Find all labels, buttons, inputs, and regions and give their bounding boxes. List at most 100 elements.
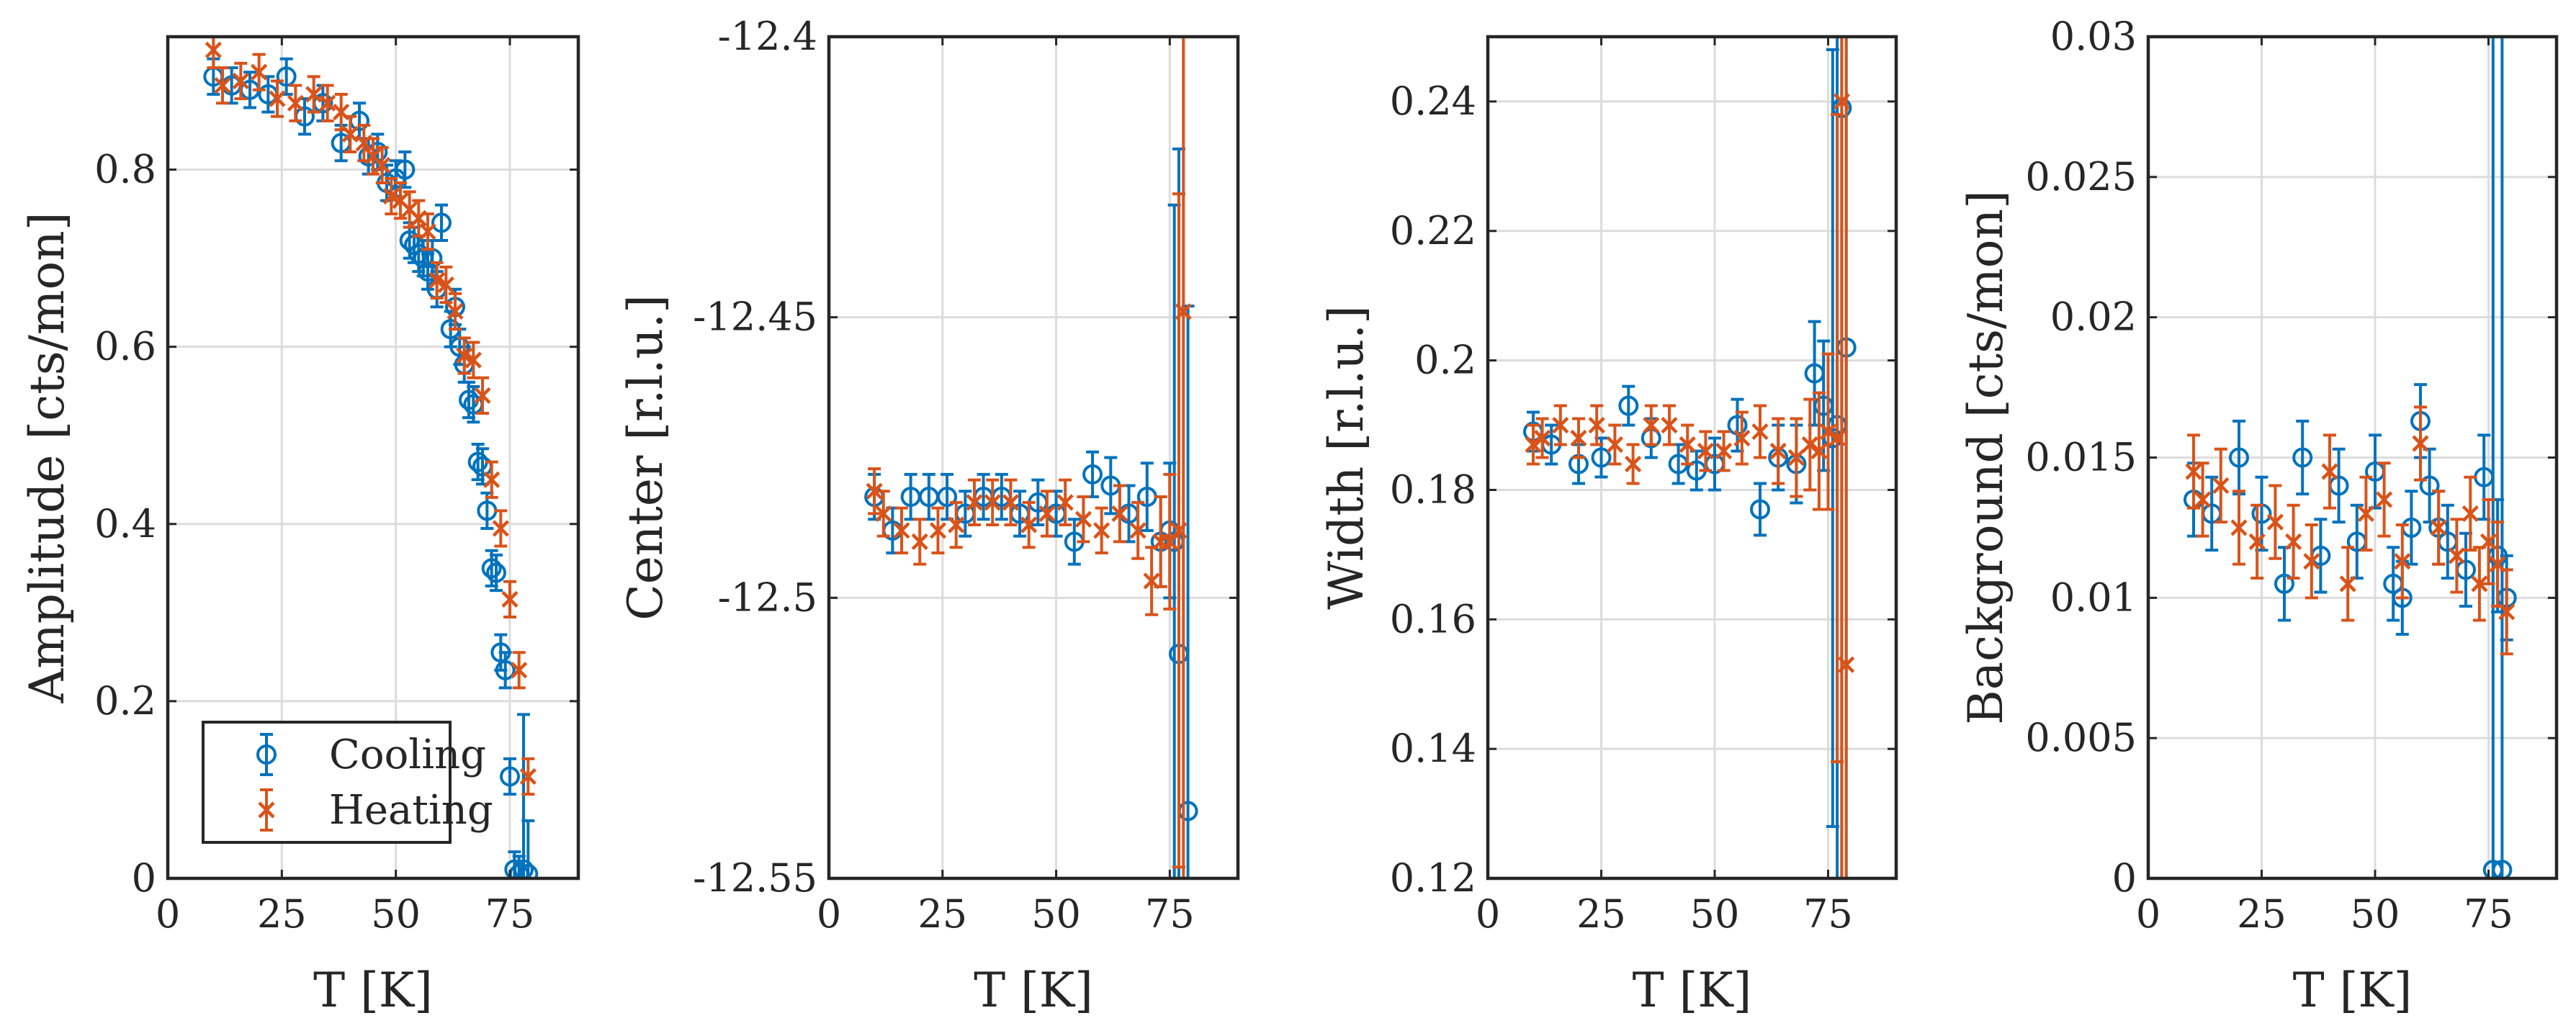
x-tick-label: 75 (485, 891, 535, 937)
marker-stroke (2303, 553, 2320, 570)
data-point-heating (2248, 533, 2266, 550)
series-heating (205, 37, 537, 796)
data-point-heating (1002, 494, 1020, 511)
data-point-heating (446, 302, 464, 320)
marker-stroke (2339, 575, 2356, 593)
y-tick-label: 0.025 (2025, 154, 2137, 199)
marker-stroke (1679, 436, 1696, 454)
plot-area (829, 37, 1238, 878)
data-point-heating (1552, 416, 1569, 434)
data-point-heating (875, 505, 892, 523)
data-point-heating (2394, 553, 2411, 570)
marker-stroke (2266, 513, 2284, 531)
data-layer (1523, 37, 1857, 878)
y-tick-label: 0.015 (2025, 435, 2137, 480)
marker-stroke (948, 516, 965, 533)
marker-stroke (364, 148, 382, 165)
data-point-heating (511, 662, 528, 679)
x-tick-label: 25 (917, 891, 967, 937)
marker-stroke (1143, 572, 1160, 590)
data-point-heating (1038, 505, 1056, 523)
data-point-heating (2185, 463, 2202, 480)
y-tick-label: -12.45 (693, 294, 817, 340)
y-tick-label: 0.12 (1390, 855, 1476, 901)
marker-stroke (392, 192, 409, 210)
y-tick-label: 0.02 (2050, 294, 2137, 340)
data-point-heating (2285, 533, 2302, 550)
data-point-heating (1093, 522, 1110, 539)
x-tick-label: 0 (156, 891, 180, 937)
data-point-heating (474, 387, 491, 404)
marker-stroke (1525, 436, 1542, 454)
data-point-heating (214, 77, 231, 94)
series-heating (2185, 405, 2516, 656)
marker-stroke (1661, 416, 1678, 434)
data-point-cooling (486, 562, 506, 583)
data-point-heating (1661, 416, 1678, 434)
marker-stroke (401, 201, 418, 218)
data-point-heating (2430, 519, 2447, 536)
marker-stroke (474, 387, 491, 404)
x-tick-label: 75 (1145, 891, 1195, 937)
data-point-cooling (500, 766, 520, 787)
data-point-heating (966, 494, 983, 511)
y-tick-label: 0.24 (1390, 78, 1476, 124)
series-heating (1525, 37, 1855, 878)
legend-label-heating: Heating (329, 787, 493, 834)
data-point-heating (519, 767, 537, 785)
x-axis-label: T [K] (313, 963, 433, 1018)
data-point-heating (1020, 516, 1038, 533)
marker-stroke (519, 767, 537, 785)
chart-panel-2: 0 25 50 75 -12.55 -12.5 -12.45 -12.4 T [K] Center… (618, 14, 1240, 1018)
marker-stroke (1074, 510, 1092, 528)
data-point-cooling (2419, 475, 2440, 496)
data-point-heating (1570, 429, 1587, 447)
data-point-cooling (2274, 573, 2294, 594)
marker-stroke (492, 520, 509, 537)
data-point-cooling (2492, 860, 2513, 878)
marker-stroke (1588, 416, 1605, 434)
data-point-heating (374, 156, 391, 174)
data-point-heating (319, 94, 336, 112)
data-point-heating (492, 520, 509, 537)
y-tick-label: 0.03 (2050, 14, 2137, 59)
data-point-heating (2412, 435, 2429, 452)
marker-stroke (2321, 463, 2338, 480)
x-tick-label: 50 (1031, 891, 1081, 937)
marker-stroke (929, 522, 947, 539)
marker-stroke (269, 90, 286, 107)
marker-stroke (2394, 553, 2411, 570)
x-tick-label: 75 (1803, 891, 1853, 937)
x-tick-label: 75 (2464, 891, 2513, 937)
data-point-cooling (481, 558, 502, 579)
y-tick-label: 0.18 (1390, 467, 1476, 512)
marker-stroke (2248, 533, 2266, 550)
y-axis-label: Width [r.l.u.] (1319, 305, 1374, 609)
data-point-heating (2212, 477, 2230, 495)
y-tick-label: 0.4 (94, 501, 156, 546)
marker-stroke (2412, 435, 2429, 452)
data-point-heating (1751, 423, 1769, 441)
marker-stroke (2498, 603, 2516, 621)
data-point-cooling (937, 487, 958, 508)
data-point-heating (911, 533, 928, 550)
data-point-cooling (2292, 447, 2313, 468)
marker-stroke (382, 187, 400, 205)
marker-stroke (911, 533, 928, 550)
data-point-heating (305, 86, 323, 103)
marker-stroke (2285, 533, 2302, 550)
marker-stroke (2489, 555, 2506, 573)
data-point-heating (428, 271, 446, 289)
data-point-cooling (1618, 395, 1639, 416)
y-tick-label: 0.6 (94, 324, 156, 369)
marker-stroke (1769, 442, 1787, 460)
data-point-cooling (1750, 499, 1770, 520)
data-point-heating (1810, 442, 1828, 460)
y-axis-label: Background [cts/mon] (1958, 190, 2014, 725)
marker-stroke (2430, 519, 2447, 536)
marker-stroke (1606, 436, 1623, 454)
marker-stroke (258, 801, 275, 819)
marker-stroke (1751, 423, 1769, 441)
y-tick-label: 0.8 (94, 147, 156, 192)
